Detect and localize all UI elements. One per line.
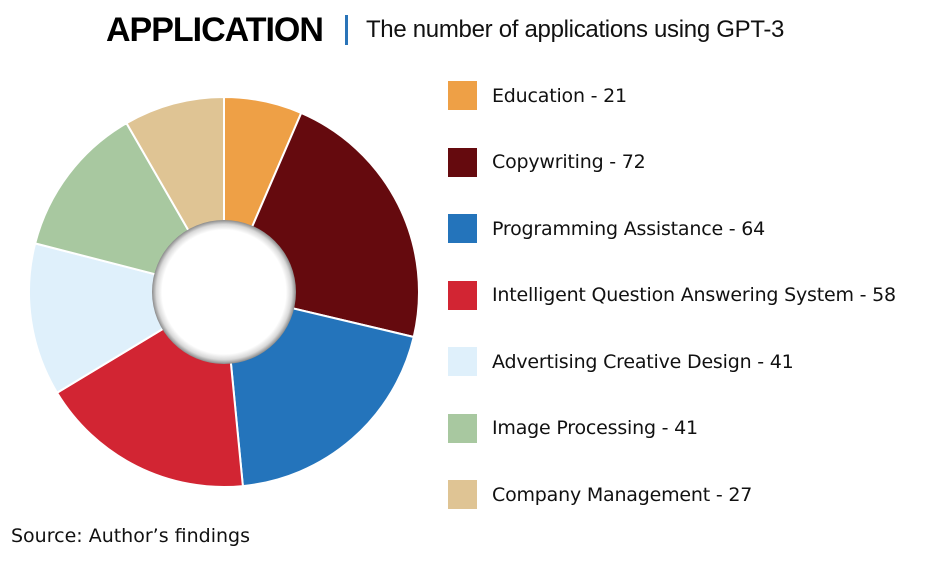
legend-label: Copywriting - 72 [492, 151, 646, 173]
legend-label: Image Processing - 41 [492, 417, 698, 439]
legend-item-image-processing: Image Processing - 41 [448, 413, 896, 444]
legend-swatch [448, 347, 477, 376]
legend-swatch [448, 81, 477, 110]
legend-label: Advertising Creative Design - 41 [492, 350, 794, 373]
chart-title: APPLICATION [106, 10, 324, 49]
legend-label: Intelligent Question Answering System - … [492, 284, 896, 306]
title-divider [344, 15, 348, 45]
legend-item-advertising-creative-design: Advertising Creative Design - 41 [448, 346, 896, 377]
legend-label: Company Management - 27 [492, 483, 753, 506]
legend-item-company-management: Company Management - 27 [448, 479, 896, 510]
donut-center-hole [152, 220, 296, 364]
legend-swatch [448, 480, 477, 509]
legend-swatch [448, 214, 477, 243]
chart-header: APPLICATION The number of applications u… [106, 8, 784, 52]
legend-label: Programming Assistance - 64 [492, 217, 766, 240]
legend-item-education: Education - 21 [448, 80, 896, 111]
legend-label: Education - 21 [492, 84, 627, 107]
legend-item-copywriting: Copywriting - 72 [448, 147, 896, 178]
legend-swatch [448, 280, 477, 310]
chart-subtitle: The number of applications using GPT-3 [365, 16, 785, 43]
legend-swatch [448, 147, 477, 177]
source-note: Source: Author’s findings [11, 525, 250, 547]
legend-swatch [448, 413, 477, 443]
chart-legend: Education - 21 Copywriting - 72 Programmin… [448, 80, 896, 546]
legend-item-programming-assistance: Programming Assistance - 64 [448, 213, 896, 244]
legend-item-intelligent-question-answering-system: Intelligent Question Answering System - … [448, 280, 896, 311]
